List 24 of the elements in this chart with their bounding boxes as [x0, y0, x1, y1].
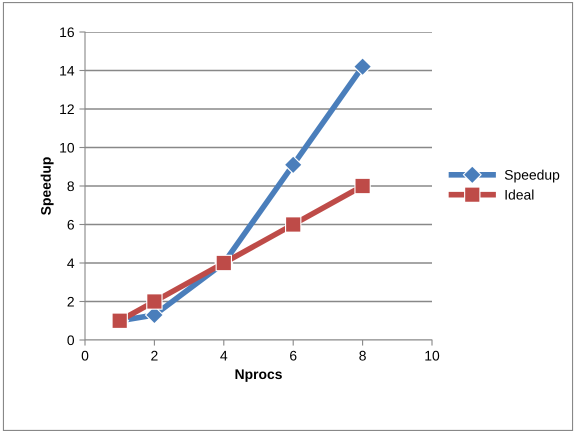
y-tick-label: 2	[68, 296, 74, 307]
y-tick-label: 6	[68, 220, 74, 230]
y-tick-label: 16	[60, 27, 74, 38]
x-tick-label: 2	[151, 350, 158, 360]
x-tick-label: 0	[82, 350, 88, 361]
point	[354, 178, 371, 194]
y-tick-label: 10	[60, 142, 74, 153]
x-tick-label: 8	[359, 350, 366, 361]
x-tick-label: 6	[290, 350, 296, 361]
point	[146, 293, 163, 310]
x-tick-label: 4	[220, 350, 228, 360]
legend-label: Ideal	[506, 189, 534, 200]
y-tick-label: 14	[60, 66, 74, 76]
x-tick-label: 10	[425, 350, 440, 361]
y-tick-label: 0	[67, 335, 74, 346]
x-axis-title: Nprocs	[236, 369, 282, 382]
y-tick-label: 4	[67, 258, 74, 268]
y-tick-label: 8	[67, 181, 74, 192]
legend-label: Speedup	[504, 170, 560, 183]
y-axis-title: Speedup	[40, 157, 54, 215]
point	[284, 155, 303, 174]
y-tick-label: 12	[60, 104, 74, 114]
point	[353, 57, 372, 76]
point	[285, 216, 302, 233]
